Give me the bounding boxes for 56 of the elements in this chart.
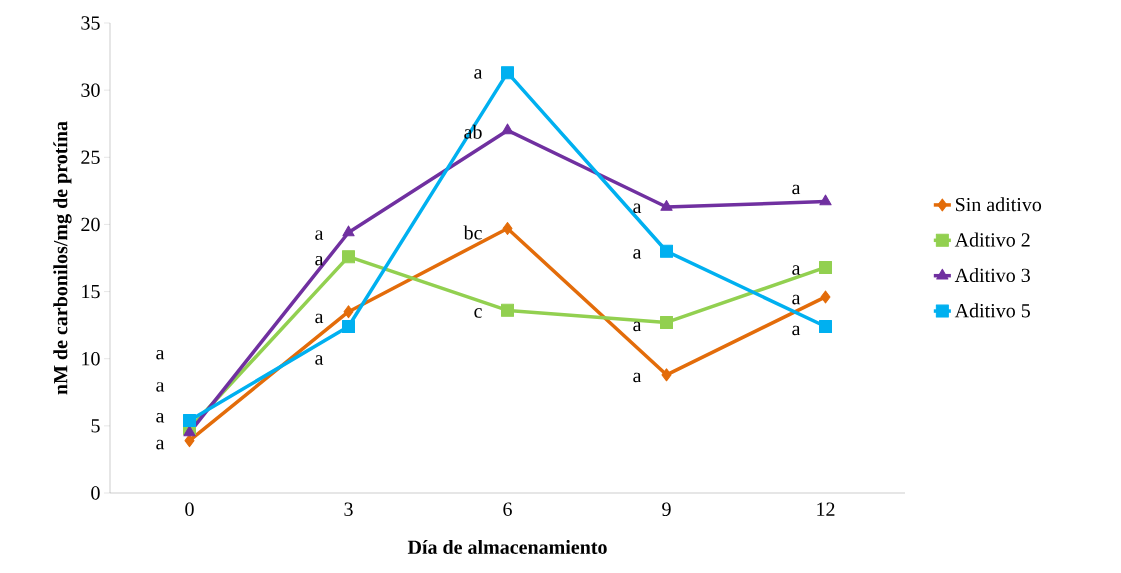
annotation: a: [633, 249, 642, 259]
annotation: a: [633, 372, 642, 383]
annotation: a: [792, 184, 801, 195]
x-axis-title: Día de almacenamiento: [407, 539, 607, 554]
point: [660, 244, 674, 258]
annotation: bc: [463, 225, 482, 240]
annotation: a: [156, 349, 165, 360]
point: [343, 305, 354, 319]
point: [660, 315, 674, 329]
point: [342, 319, 356, 333]
x-tick-label: 12: [817, 502, 835, 516]
point: [501, 123, 514, 135]
y-tick-label: 5: [91, 419, 100, 433]
annotation: a: [315, 313, 324, 324]
legend-label: Sin aditivo: [955, 197, 1042, 212]
annotation: a: [474, 69, 483, 79]
annotation: a: [315, 230, 324, 240]
point: [342, 250, 356, 264]
annotation: a: [633, 321, 642, 332]
y-tick-label: 25: [81, 150, 100, 164]
point: [819, 194, 832, 206]
annotation: a: [792, 294, 801, 305]
point: [501, 303, 515, 317]
point: [502, 221, 513, 235]
legend-label: Aditivo 2: [954, 232, 1030, 247]
annotation: a: [156, 439, 165, 450]
annotation: a: [792, 265, 801, 275]
legend-label: Aditivo 5: [954, 303, 1030, 318]
annotation: a: [315, 255, 324, 266]
x-tick-label: 9: [662, 502, 671, 516]
y-tick-label: 15: [82, 284, 100, 299]
point: [501, 66, 515, 80]
y-tick-label: 0: [91, 486, 100, 500]
annotation: a: [792, 325, 801, 336]
annotation: a: [315, 355, 324, 365]
x-tick-label: 0: [185, 502, 194, 517]
y-tick-label: 35: [81, 16, 100, 30]
point: [819, 260, 833, 274]
y-tick-label: 20: [81, 217, 100, 232]
point: [342, 225, 355, 237]
x-tick-label: 6: [503, 502, 512, 516]
x-tick-label: 3: [344, 502, 353, 516]
point: [660, 199, 673, 211]
annotation: a: [156, 413, 165, 423]
point: [183, 413, 197, 427]
annotation: c: [474, 308, 482, 318]
y-tick-label: 10: [82, 351, 100, 366]
annotation: a: [633, 203, 642, 214]
point: [820, 290, 831, 304]
point: [661, 368, 672, 382]
point: [819, 319, 833, 333]
point: [184, 434, 195, 448]
legend-label: Aditivo 3: [954, 268, 1030, 283]
y-axis-title: nM de carbonilos/mg de protína: [53, 121, 72, 395]
y-tick-label: 30: [81, 83, 100, 97]
annotation: a: [156, 382, 165, 392]
